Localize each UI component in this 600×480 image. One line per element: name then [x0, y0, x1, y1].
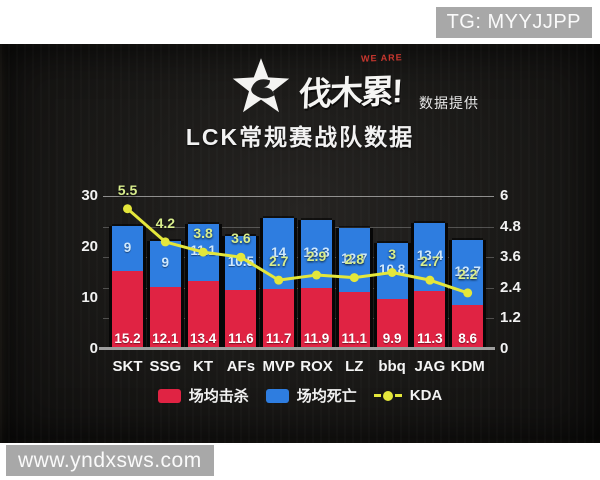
deaths-value-label: 10.5	[227, 254, 255, 270]
right-axis-tick-label: 3.6	[500, 248, 521, 266]
star-logo-icon	[232, 58, 290, 113]
x-axis-label-AFs: AFs	[226, 358, 256, 375]
kills-value-label: 8.6	[458, 331, 478, 346]
kills-value-label: 9.9	[382, 331, 402, 346]
kda-value-label: 3.6	[231, 230, 251, 247]
legend-label: 场均死亡	[296, 388, 357, 405]
legend-label: 场均击杀	[188, 388, 249, 405]
kills-value-label: 13.4	[189, 331, 217, 346]
kills-segment	[263, 289, 295, 349]
x-axis-label-LZ: LZ	[345, 358, 364, 375]
kills-segment	[414, 291, 446, 349]
kda-point-SKT	[123, 204, 132, 214]
legend-line-marker-icon	[373, 390, 402, 401]
page-title: LCK常规赛战队数据	[185, 124, 415, 150]
gridline	[103, 318, 494, 320]
legend-label: KDA	[409, 387, 443, 404]
x-axis-label-bbq: bbq	[378, 358, 406, 375]
gridline	[103, 196, 494, 197]
kills-value-label: 12.1	[152, 331, 179, 346]
x-axis-label-KT: KT	[193, 358, 214, 375]
legend-item-kda: KDA	[373, 387, 443, 404]
lck-team-stats-chart: 30 20 10 0 6 4.8 3.6 2.4 1.2 0 15.2 9 5.5 SKT 12.1 9 4.2…	[0, 44, 600, 443]
deaths-value-label: 11.1	[190, 243, 216, 259]
left-axis-tick-label: 20	[81, 238, 98, 255]
right-axis-tick-label: 2.4	[500, 278, 521, 296]
x-axis-baseline	[99, 347, 495, 350]
left-axis-tick-label: 10	[81, 289, 98, 306]
kills-value-label: 11.6	[228, 331, 254, 346]
data-provider-label: 数据提供	[419, 95, 479, 111]
deaths-value-label: 10.8	[378, 261, 406, 277]
legend-swatch-icon	[265, 388, 289, 403]
right-axis-tick-label: 4.8	[500, 217, 521, 235]
kills-value-label: 11.3	[417, 331, 443, 346]
deaths-value-label: 9	[123, 239, 132, 255]
deaths-value-label: 9	[161, 255, 170, 271]
watermark-badge: www.yndxsws.com	[6, 445, 214, 476]
kills-segment	[452, 305, 484, 349]
left-axis-tick-label: 30	[81, 187, 98, 204]
right-axis-tick-label: 0	[500, 340, 509, 357]
dark-poster-canvas: WE ARE 伐木累! 数据提供 LCK常规赛战队数据 30 20 10 0 6 4.8 3…	[0, 44, 600, 443]
x-axis-label-MVP: MVP	[262, 358, 295, 375]
kills-segment	[376, 298, 408, 349]
bar-ROX	[301, 220, 332, 349]
chart-legend: 场均击杀 场均死亡 KDA	[0, 385, 600, 406]
kills-value-label: 11.1	[341, 331, 368, 346]
legend-swatch-icon	[157, 388, 181, 403]
kills-segment	[225, 289, 257, 349]
x-axis-label-KDM: KDM	[450, 358, 485, 375]
telegram-badge: TG: MYYJJPP	[435, 7, 592, 38]
right-axis-tick-label: 1.2	[500, 309, 521, 327]
legend-item-bar: 场均死亡	[265, 385, 357, 406]
kills-segment	[338, 292, 370, 349]
kda-value-label: 5.5	[117, 181, 138, 198]
kills-value-label: 11.7	[265, 331, 292, 346]
bar-MVP	[263, 217, 295, 349]
kills-value-label: 11.9	[303, 331, 330, 346]
left-axis-tick-label: 0	[89, 340, 98, 357]
right-axis-tick-label: 6	[500, 187, 509, 204]
x-axis-label-SKT: SKT	[112, 358, 143, 375]
x-axis-label-ROX: ROX	[300, 358, 333, 375]
legend-item-bar: 场均击杀	[157, 385, 249, 406]
kills-segment	[301, 288, 332, 349]
kda-value-label: 2.2	[457, 265, 478, 282]
kills-segment	[149, 287, 181, 349]
x-axis-label-SSG: SSG	[149, 358, 182, 375]
x-axis-label-JAG: JAG	[414, 358, 446, 375]
kills-value-label: 15.2	[114, 331, 141, 346]
